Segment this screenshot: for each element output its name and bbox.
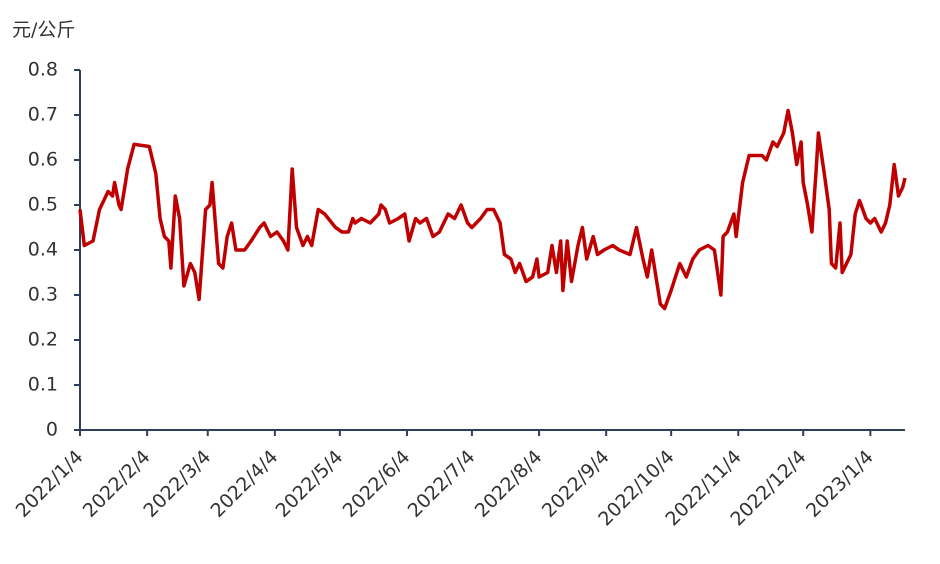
x-tick-label: 2022/6/4	[339, 446, 415, 522]
data-line	[78, 108, 907, 311]
y-tick-label: 0.8	[28, 59, 58, 81]
y-tick-label: 0	[46, 419, 58, 441]
y-axis-label: 元/公斤	[12, 19, 75, 41]
x-tick-label: 2022/5/4	[271, 446, 347, 522]
y-tick-label: 0.7	[28, 104, 58, 126]
x-tick-label: 2022/4/4	[207, 446, 283, 522]
x-tick-label: 2022/3/4	[139, 446, 215, 522]
y-tick-label: 0.1	[28, 374, 58, 396]
y-tick-label: 0.3	[28, 284, 58, 306]
y-tick-label: 0.5	[28, 194, 58, 216]
y-tick-label: 0.4	[28, 239, 58, 261]
y-tick-label: 0.2	[28, 329, 58, 351]
x-tick-label: 2022/7/4	[404, 446, 480, 522]
x-tick-label: 2023/1/4	[802, 446, 878, 522]
y-tick-label: 0.6	[28, 149, 58, 171]
x-tick-label: 2022/1/4	[12, 446, 88, 522]
x-tick-label: 2022/8/4	[471, 446, 547, 522]
